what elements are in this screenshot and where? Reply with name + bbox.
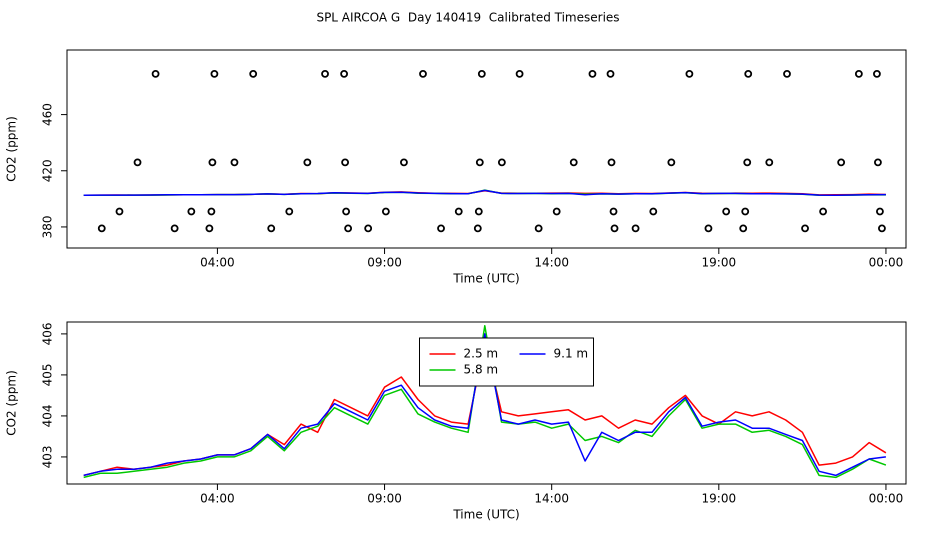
data-point: [187, 207, 196, 216]
plot-frame: [66, 321, 907, 485]
plot-frame: [66, 49, 907, 249]
data-line: [83, 189, 886, 197]
data-point: [722, 207, 731, 216]
data-point: [340, 69, 349, 78]
data-point: [97, 224, 106, 233]
x-tick-label: 09:00: [367, 492, 402, 506]
data-point: [474, 207, 483, 216]
y-tick-label: 404: [41, 404, 55, 427]
data-point: [285, 207, 294, 216]
data-point: [606, 69, 615, 78]
data-point: [207, 207, 216, 216]
data-line: [83, 324, 887, 479]
x-tick-label: 19:00: [702, 256, 737, 270]
x-tick-label: 04:00: [200, 256, 235, 270]
data-point: [342, 207, 351, 216]
data-point: [631, 224, 640, 233]
data-point: [741, 207, 750, 216]
data-point: [610, 224, 619, 233]
data-point: [685, 69, 694, 78]
data-point: [552, 207, 561, 216]
data-point: [704, 224, 713, 233]
x-axis-label: Time (UTC): [452, 508, 519, 522]
data-point: [170, 224, 179, 233]
data-point: [321, 69, 329, 78]
x-tick-label: 14:00: [534, 256, 569, 270]
y-tick-label: 403: [41, 445, 55, 468]
data-point: [649, 207, 658, 216]
x-tick-label: 00:00: [869, 256, 904, 270]
data-line: [83, 333, 886, 477]
data-point: [667, 158, 676, 167]
x-tick-label: 04:00: [200, 492, 235, 506]
data-point: [249, 69, 258, 78]
data-point: [151, 69, 160, 78]
data-point: [475, 158, 484, 167]
data-point: [364, 224, 373, 233]
legend-label: 9.1 m: [554, 347, 589, 361]
y-tick-label: 405: [41, 363, 55, 386]
data-point: [400, 158, 408, 167]
legend-box: [419, 337, 594, 387]
data-point: [267, 224, 276, 233]
data-point: [473, 224, 482, 233]
x-axis-label: Time (UTC): [452, 272, 519, 286]
data-point: [743, 158, 752, 167]
data-point: [303, 158, 312, 167]
data-point: [515, 69, 524, 78]
data-point: [609, 207, 618, 216]
y-tick-label: 420: [41, 159, 55, 182]
data-point: [210, 69, 219, 78]
data-point: [837, 158, 846, 167]
data-point: [454, 207, 463, 216]
data-point: [588, 69, 597, 78]
data-point: [873, 69, 881, 78]
x-tick-label: 19:00: [702, 492, 737, 506]
data-point: [569, 158, 578, 167]
data-point: [381, 207, 390, 216]
data-point: [874, 158, 882, 167]
y-tick-label: 406: [41, 322, 55, 345]
data-point: [765, 158, 774, 167]
data-point: [341, 158, 350, 167]
panel: 04:00 09:00 14:00 19:00 00:00 380 420 460 Time (…: [5, 103, 904, 285]
data-point: [133, 158, 142, 167]
data-point: [344, 224, 353, 233]
data-point: [854, 69, 863, 78]
data-point: [497, 158, 506, 167]
x-tick-label: 09:00: [367, 256, 402, 270]
data-point: [419, 69, 427, 78]
data-point: [878, 224, 886, 233]
data-point: [477, 69, 486, 78]
data-point: [208, 158, 217, 167]
legend-label: 5.8 m: [464, 363, 499, 377]
data-point: [783, 69, 791, 78]
data-point: [876, 207, 884, 216]
data-point: [205, 224, 214, 233]
panel: 04:00 09:00 14:00 19:00 00:00 403 404 405 406 Tim…: [5, 322, 904, 521]
y-tick-label: 460: [41, 103, 55, 126]
y-tick-label: 380: [41, 215, 55, 238]
data-point: [534, 224, 543, 233]
data-point: [607, 158, 616, 167]
page-title: SPL AIRCOA G Day 140419 Calibrated Times…: [316, 11, 619, 25]
data-point: [744, 69, 753, 78]
data-point: [230, 158, 239, 167]
legend-label: 2.5 m: [464, 347, 499, 361]
y-axis-label: CO2 (ppm): [5, 116, 19, 182]
data-point: [801, 224, 809, 233]
data-point: [437, 224, 445, 233]
data-point: [739, 224, 748, 233]
x-tick-label: 14:00: [534, 492, 569, 506]
data-point: [819, 207, 828, 216]
data-point: [115, 207, 124, 216]
x-tick-label: 00:00: [869, 492, 904, 506]
y-axis-label: CO2 (ppm): [5, 370, 19, 436]
